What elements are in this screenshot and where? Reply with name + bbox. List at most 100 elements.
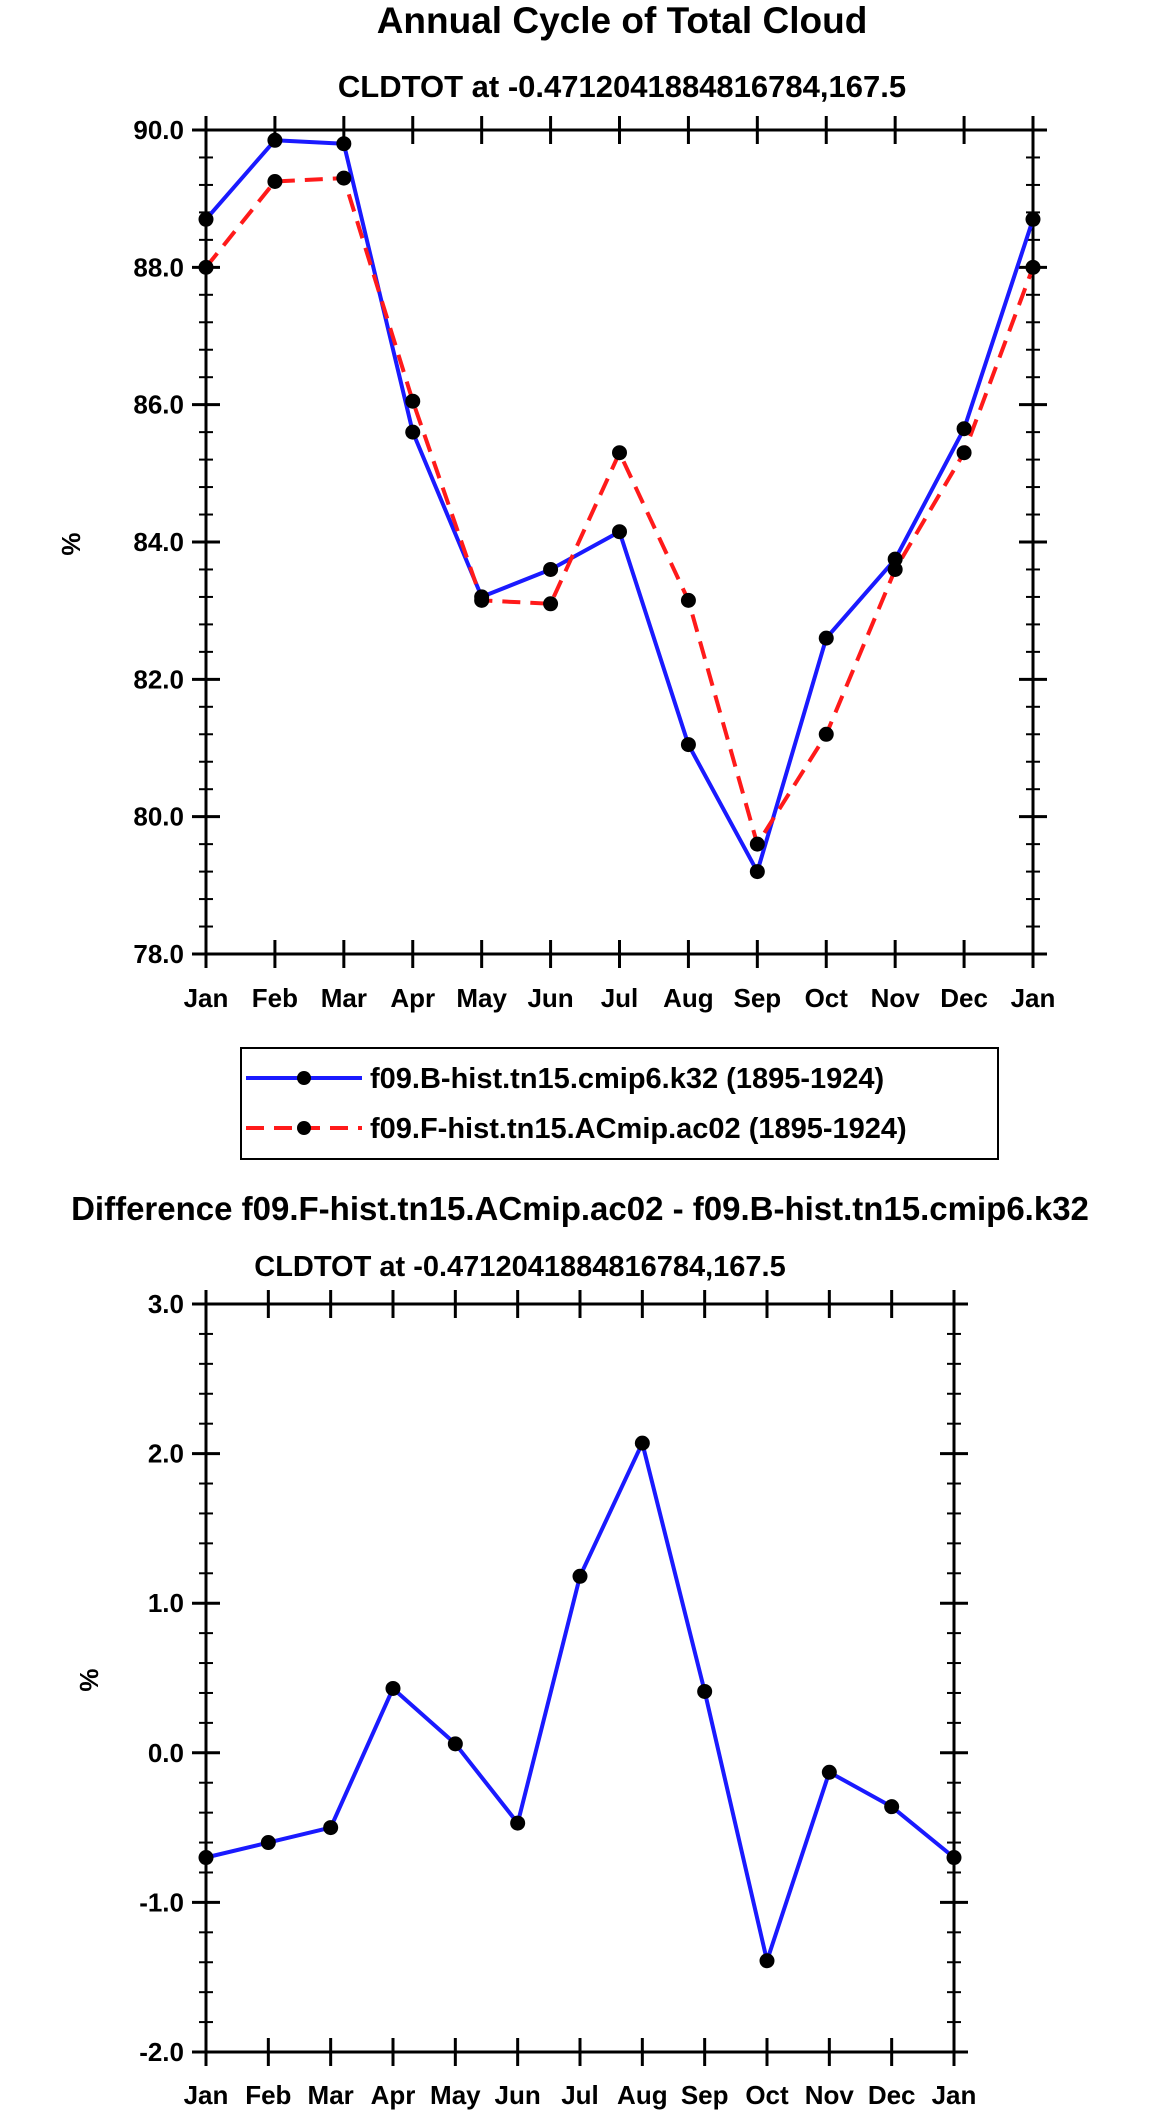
chart1-series-1-point <box>887 551 903 567</box>
chart1-y-tick-label: 84.0 <box>133 527 184 557</box>
chart2-series-1-point <box>198 1850 214 1866</box>
chart1-x-tick-label: Feb <box>252 983 298 1013</box>
chart1-series-2-point <box>543 596 559 612</box>
legend-label-series-1: f09.B-hist.tn15.cmip6.k32 (1895-1924) <box>370 1063 884 1095</box>
chart2-series-line-1 <box>205 1441 956 1963</box>
chart1-series-1-point <box>1025 211 1041 227</box>
chart2-series-1-point <box>260 1835 276 1851</box>
chart1-series-2-point <box>680 592 696 608</box>
chart1-series-1-point <box>405 424 421 440</box>
chart2-series-1-point <box>447 1736 463 1752</box>
chart1-subtitle: CLDTOT at -0.4712041884816784,167.5 <box>338 69 906 104</box>
chart1-series-1-point <box>956 421 972 437</box>
chart1-series-1-point <box>818 630 834 646</box>
chart1-x-tick-label: Mar <box>321 983 367 1013</box>
chart2-series-1-point <box>821 1764 837 1780</box>
chart1-x-tick-label: Jan <box>1011 983 1056 1013</box>
chart2-series <box>198 1435 962 1969</box>
chart2-y-tick-label: 3.0 <box>148 1289 184 1319</box>
chart2-series-1-point <box>323 1820 339 1836</box>
chart1-x-tick-label: Dec <box>940 983 988 1013</box>
legend-label-series-2: f09.F-hist.tn15.ACmip.ac02 (1895-1924) <box>370 1113 907 1145</box>
chart2-ticks <box>192 1290 968 2066</box>
chart1-series-line-2 <box>204 176 1035 847</box>
chart1-series-2-point <box>474 592 490 608</box>
chart1-plot-frame <box>204 128 1035 956</box>
chart1-y-tick-label: 90.0 <box>133 115 184 145</box>
chart1-y-tick-label: 80.0 <box>133 802 184 832</box>
chart2-y-tick-label: 0.0 <box>148 1738 184 1768</box>
chart1-series-2-point <box>612 445 627 461</box>
chart1-series-2-point <box>267 174 283 189</box>
chart1-x-tick-label: Sep <box>733 983 781 1013</box>
chart1-series-1-point <box>198 211 214 227</box>
chart1-y-tick-label: 82.0 <box>133 664 184 694</box>
chart1-series <box>198 132 1041 880</box>
chart1-series-2-point <box>198 259 214 275</box>
chart1-series-2-point <box>887 561 903 577</box>
chart2-series-1-point <box>884 1799 900 1815</box>
chart1-series-2-point <box>749 836 765 852</box>
chart1-x-tick-label: Aug <box>663 983 714 1013</box>
chart1-x-tick-label: Nov <box>871 983 921 1013</box>
chart1-x-tick-label: Oct <box>805 983 849 1013</box>
chart2-x-tick-label: Mar <box>308 2080 354 2110</box>
legend-box <box>240 1047 999 1160</box>
chart1-y-tick-label: 86.0 <box>133 390 184 420</box>
chart-difference: Difference f09.F-hist.tn15.ACmip.ac02 - … <box>71 1190 1089 2110</box>
chart1-series-2-point <box>818 726 834 742</box>
chart1-series-line-1 <box>204 138 1035 874</box>
chart2-x-tick-labels: Jan Feb Mar Apr May Jun Jul Aug Sep Oct Nov Dec Jan <box>184 2080 977 2110</box>
chart2-y-tick-label: -1.0 <box>139 1887 184 1917</box>
chart1-x-tick-labels: Jan Feb Mar Apr May Jun Jul Aug Sep Oct Nov Dec Jan <box>184 983 1056 1013</box>
chart1-series-2-point <box>336 170 352 186</box>
chart2-x-tick-label: Jan <box>932 2080 977 2110</box>
chart2-plot-frame <box>204 1302 956 2054</box>
chart1-title: Annual Cycle of Total Cloud <box>377 0 868 41</box>
chart1-legend: f09.B-hist.tn15.cmip6.k32 (1895-1924) f0… <box>240 1047 999 1160</box>
chart2-series-1-point <box>697 1683 713 1699</box>
legend-marker-series-1 <box>297 1071 311 1085</box>
chart1-x-tick-label: Jan <box>184 983 229 1013</box>
chart1-x-tick-label: Apr <box>390 983 435 1013</box>
chart1-series-1-point <box>680 737 696 753</box>
chart2-title: Difference f09.F-hist.tn15.ACmip.ac02 - … <box>71 1190 1089 1227</box>
chart2-y-tick-label: -2.0 <box>139 2037 184 2067</box>
chart2-x-tick-label: Feb <box>245 2080 291 2110</box>
chart2-x-tick-label: May <box>430 2080 481 2110</box>
chart1-series-2-point <box>405 393 421 409</box>
chart2-y-tick-labels: -2.0 -1.0 0.0 1.0 2.0 3.0 <box>139 1289 184 2067</box>
chart1-y-tick-label: 78.0 <box>133 939 184 969</box>
chart2-x-tick-label: Jul <box>561 2080 599 2110</box>
chart1-x-tick-label: Jul <box>601 983 639 1013</box>
chart2-series-1-point <box>385 1680 401 1696</box>
chart1-y-axis-label: % <box>56 532 86 555</box>
chart1-y-tick-label: 88.0 <box>133 252 184 282</box>
chart2-y-axis-label: % <box>74 1668 104 1691</box>
chart2-y-tick-label: 1.0 <box>148 1588 184 1618</box>
chart1-series-2-point <box>1025 259 1041 275</box>
chart1-series-2-point <box>956 445 972 461</box>
chart1-series-1-point <box>749 864 765 880</box>
chart2-series-1-point <box>759 1953 775 1969</box>
chart2-series-1-point <box>946 1850 962 1866</box>
chart2-series-1-point <box>510 1815 526 1831</box>
chart2-x-tick-label: Jan <box>184 2080 229 2110</box>
chart2-subtitle: CLDTOT at -0.4712041884816784,167.5 <box>254 1251 786 1283</box>
legend-marker-series-2 <box>297 1121 311 1135</box>
chart2-x-tick-label: Sep <box>681 2080 729 2110</box>
chart2-x-tick-label: Apr <box>371 2080 416 2110</box>
chart1-series-1-point <box>543 561 559 577</box>
chart1-x-tick-label: May <box>456 983 507 1013</box>
chart2-series-1-point <box>634 1435 650 1451</box>
chart2-x-tick-label: Aug <box>617 2080 668 2110</box>
chart2-y-tick-label: 2.0 <box>148 1439 184 1469</box>
chart2-x-tick-label: Nov <box>805 2080 855 2110</box>
chart1-series-1-point <box>612 524 627 540</box>
chart2-x-tick-label: Dec <box>868 2080 916 2110</box>
chart2-x-tick-label: Oct <box>745 2080 789 2110</box>
chart1-series-1-point <box>267 132 283 148</box>
chart1-ticks <box>192 116 1047 968</box>
chart1-y-tick-labels: 78.0 80.0 82.0 84.0 86.0 88.0 90.0 <box>133 115 184 969</box>
